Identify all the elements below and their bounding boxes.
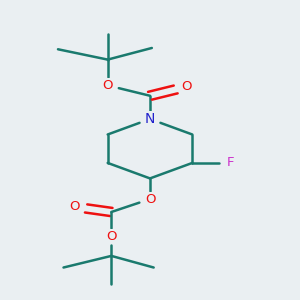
Text: N: N: [145, 112, 155, 126]
Text: O: O: [69, 200, 80, 213]
Text: F: F: [227, 156, 235, 170]
Text: O: O: [145, 193, 155, 206]
Text: O: O: [182, 80, 192, 93]
Text: O: O: [102, 79, 113, 92]
Text: O: O: [106, 230, 117, 243]
